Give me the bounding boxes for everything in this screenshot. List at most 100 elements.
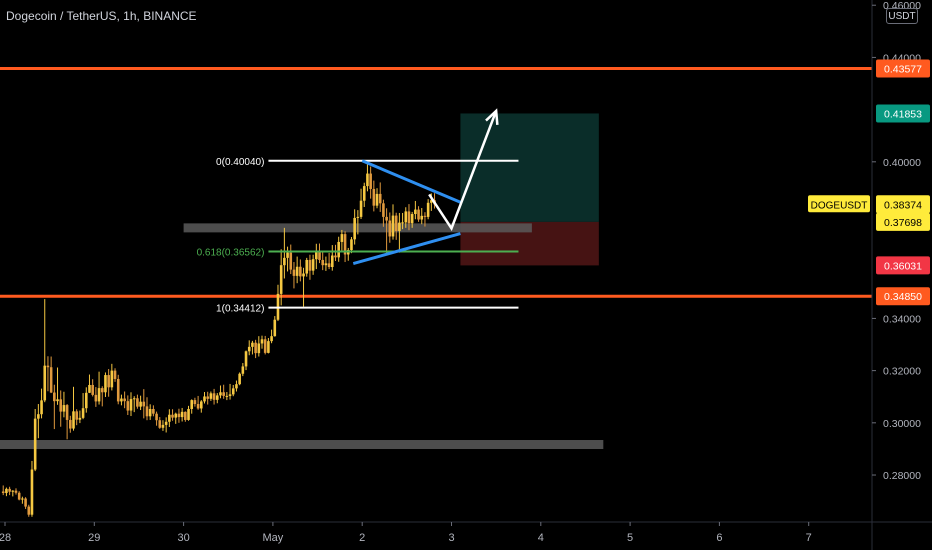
candle-body [401,222,404,224]
projection-arrow-head [485,108,499,125]
candle-body [158,420,162,428]
candle-body [308,259,312,271]
candle-body [270,336,273,342]
candle-body [369,173,372,189]
candle-body [356,216,360,218]
candle-body [299,266,302,277]
fib-label-0: 0(0.40040) [216,157,264,168]
candle-body [97,388,101,402]
candle-body [254,342,257,354]
candle-body [283,257,286,266]
candle-body [94,394,98,402]
x-tick-label: 28 [0,532,11,544]
candle-body [215,395,219,400]
candle-body [5,488,8,494]
candle-body [417,209,420,220]
support-zone-0 [0,440,604,450]
candle-body [180,411,184,418]
candle-body [168,414,171,422]
fib-label-0.618: 0.618(0.36562) [197,248,265,259]
candle-body [107,375,110,388]
price-tag [876,212,930,231]
candle-body [324,263,328,266]
y-tick-label: 0.34000 [883,313,921,325]
price-tag [876,195,930,214]
candle-body [59,399,63,412]
candle-body [40,400,43,415]
triangle-lower-line [352,232,461,266]
candle-body [375,193,379,206]
candle-body [391,215,395,237]
candle-body [414,209,417,215]
candle-body [11,490,15,492]
candle-body [56,399,59,402]
candle-body [174,413,178,418]
y-tick-label: 0.40000 [883,157,921,169]
candle-body [1,491,5,494]
price-tag-label: 0.43577 [884,63,922,75]
candle-body [343,234,347,255]
candle-body [65,405,69,420]
candle-body [404,211,408,223]
candle-body [136,398,139,407]
candle-body [260,339,264,344]
candle-body [33,418,37,470]
candle-body [305,259,309,274]
candle-body [257,343,261,354]
candle-body [289,252,293,270]
candle-body [209,393,213,399]
candle-body [286,252,289,258]
x-tick-label: 5 [627,532,633,544]
candle-body [420,215,424,220]
price-tag [876,287,930,306]
currency-badge[interactable]: USDT [886,8,918,24]
candle-body [330,255,334,268]
candle-body [30,469,34,515]
candle-body [267,341,270,353]
candle-body [350,239,353,251]
candle-body [279,265,283,294]
candle-body [193,400,197,405]
candle-body [241,366,245,374]
candle-body [187,408,190,420]
price-tag-label: 0.41853 [884,108,922,120]
candle-body [142,401,146,407]
candle-body [190,400,194,409]
price-tag [876,104,930,123]
candle-body [91,384,94,395]
candle-body [148,408,152,417]
candle-body [423,215,427,217]
symbol-tag [808,195,870,213]
candle-body [116,378,120,402]
candle-body [430,200,433,203]
candle-body [200,401,203,409]
candle-body [139,401,142,407]
candle-body [247,346,251,352]
candle-body [235,384,238,389]
candle-body [382,203,385,217]
x-tick-label: 30 [177,532,189,544]
candle-body [273,319,277,337]
triangle-upper-line [361,159,462,204]
candle-body [27,506,31,515]
candle-body [394,215,398,231]
symbol-tag-label: DOGEUSDT [811,200,868,211]
candle-body [49,367,53,393]
x-tick-label: 3 [448,532,454,544]
candle-body [24,498,27,507]
candle-body [184,411,187,420]
candle-body [46,365,50,368]
candle-body [196,404,200,409]
candle-body [155,413,158,421]
candle-body [311,259,315,271]
candle-body [53,392,56,402]
candle-body [263,339,267,353]
candle-body [126,401,130,411]
candle-body [212,393,216,400]
candle-body [100,388,104,393]
candle-body [251,342,254,347]
candle-body [75,411,78,420]
candle-body [426,202,430,217]
